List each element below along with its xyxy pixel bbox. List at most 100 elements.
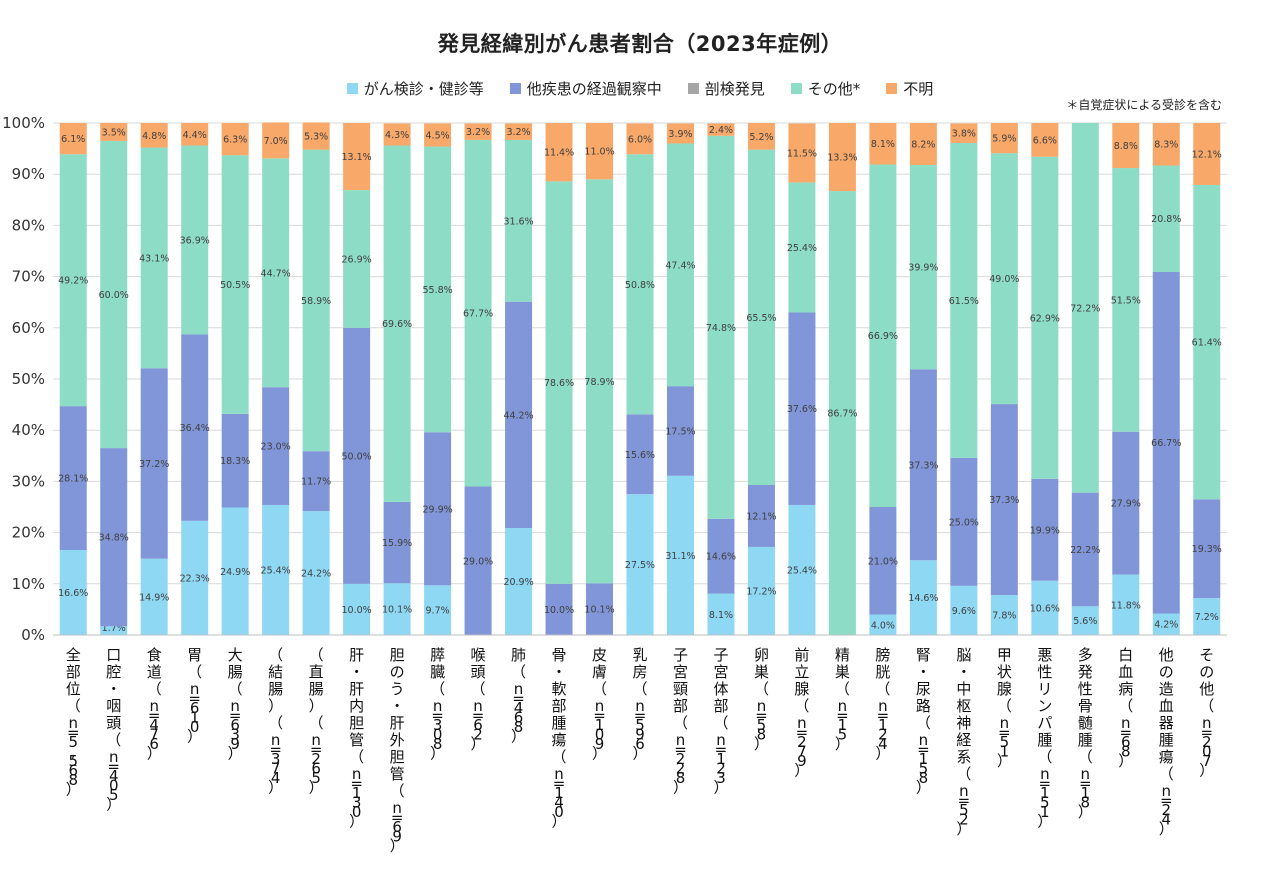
data-label: 67.7% xyxy=(463,309,493,320)
bar-segment xyxy=(262,504,290,635)
data-label: 4.0% xyxy=(871,620,895,631)
category-char: 前 xyxy=(794,646,809,664)
category-char: 肺 xyxy=(511,646,526,664)
data-label: 9.6% xyxy=(952,606,976,617)
data-label: 31.6% xyxy=(503,216,533,227)
bar-segment xyxy=(100,626,128,635)
category-char: 5 xyxy=(959,801,969,819)
bar-segment xyxy=(1193,123,1221,185)
category-label: 胃（ n = 6 1 0） xyxy=(187,646,202,746)
category-char: 宮 xyxy=(673,663,688,681)
y-tick-label: 70% xyxy=(12,268,45,286)
category-char: 8 xyxy=(433,735,443,753)
data-label: 36.9% xyxy=(180,235,210,246)
bar-segment xyxy=(950,123,978,143)
category-char: = xyxy=(634,707,647,725)
category-char: ） xyxy=(916,779,931,797)
category-char: = xyxy=(512,690,525,708)
category-char: 6 xyxy=(311,760,321,778)
category-char: ） xyxy=(754,735,769,753)
bar-segment xyxy=(464,139,492,487)
category-char: 2 xyxy=(1202,733,1212,751)
bar-segment xyxy=(59,123,87,155)
bar-segment xyxy=(990,153,1018,405)
legend-label: 剖検発見 xyxy=(704,80,765,98)
category-char: ） xyxy=(1199,762,1214,780)
category-char: = xyxy=(796,724,809,742)
category-char: 3 xyxy=(271,750,281,768)
y-tick-label: 40% xyxy=(12,421,45,439)
y-tick-label: 30% xyxy=(12,472,45,490)
category-char: （ xyxy=(713,714,728,732)
category-char: 2 xyxy=(676,750,686,768)
bar-segment xyxy=(747,149,775,485)
y-tick-label: 0% xyxy=(21,626,45,644)
category-char: = xyxy=(998,724,1011,742)
data-label: 14.9% xyxy=(139,592,169,603)
category-char: = xyxy=(1079,775,1092,793)
data-label: 15.6% xyxy=(625,450,655,461)
category-label: 胆のう・肝外胆管（ n = 6 9） xyxy=(390,646,405,855)
category-char: 5 xyxy=(757,716,767,734)
bar-segment xyxy=(788,312,816,505)
category-char: （ xyxy=(835,680,850,698)
data-label: 6.0% xyxy=(628,134,652,145)
data-label: 10.1% xyxy=(584,605,614,616)
data-label: 21.0% xyxy=(868,556,898,567)
category-char: 系 xyxy=(956,748,971,766)
category-char: 瘍 xyxy=(552,731,567,749)
category-char: （ xyxy=(187,663,202,681)
bar-segment xyxy=(424,432,452,586)
category-char: = xyxy=(310,741,323,759)
category-char: = xyxy=(836,707,849,725)
data-label: 37.6% xyxy=(787,404,817,415)
category-char: = xyxy=(1120,724,1133,742)
category-char: 0 xyxy=(433,726,443,744)
bar-segment xyxy=(221,123,249,156)
category-char: ・ xyxy=(349,663,364,681)
data-label: 4.8% xyxy=(142,131,166,142)
category-char: 5 xyxy=(1040,794,1050,812)
data-label: 3.8% xyxy=(952,129,976,140)
data-label: 25.4% xyxy=(787,565,817,576)
category-label: 皮膚（ n = 1 0 9） xyxy=(592,646,607,763)
data-label: 11.7% xyxy=(301,477,331,488)
category-char: 血 xyxy=(1159,697,1174,715)
category-char: 3 xyxy=(230,726,240,744)
y-tick-label: 50% xyxy=(12,370,45,388)
category-label: 食道（ n = 4 7 6） xyxy=(147,646,162,763)
category-char: （ xyxy=(1037,748,1052,766)
category-char: 1 xyxy=(352,784,362,802)
category-char: = xyxy=(148,707,161,725)
data-label: 29.9% xyxy=(422,504,452,515)
category-char: = xyxy=(1039,775,1052,793)
category-char: ） xyxy=(228,745,243,763)
category-char: ） xyxy=(187,728,202,746)
bar-segment xyxy=(586,123,614,180)
category-char: n xyxy=(919,731,929,749)
category-char: ） xyxy=(1118,752,1133,770)
category-label: 乳房（ n = 5 9 6） xyxy=(632,646,647,763)
data-label: 61.5% xyxy=(949,296,979,307)
category-label: 腎・尿路（ n = 1 5 8） xyxy=(916,646,931,797)
category-char: 頭 xyxy=(106,714,121,732)
category-label: 脳・中枢神経系（ n = 5 2） xyxy=(956,646,971,838)
category-char: n xyxy=(1202,714,1212,732)
data-label: 25.0% xyxy=(949,517,979,528)
data-label: 14.6% xyxy=(908,593,938,604)
category-char: 骨 xyxy=(552,646,567,664)
bar-segment xyxy=(140,368,168,559)
category-char: 部 xyxy=(66,663,81,681)
data-label: 11.8% xyxy=(1111,600,1141,611)
category-char: 腫 xyxy=(1159,731,1174,749)
category-char: n xyxy=(392,799,402,817)
category-char: ） xyxy=(956,820,971,838)
category-char: n xyxy=(1081,765,1091,783)
category-char: 2 xyxy=(1162,801,1172,819)
legend-label: がん検診・健診等 xyxy=(363,80,484,98)
bar-segment xyxy=(1193,499,1221,599)
category-char: （ xyxy=(794,697,809,715)
bar-segment xyxy=(788,123,816,183)
category-char: 5 xyxy=(68,752,78,770)
